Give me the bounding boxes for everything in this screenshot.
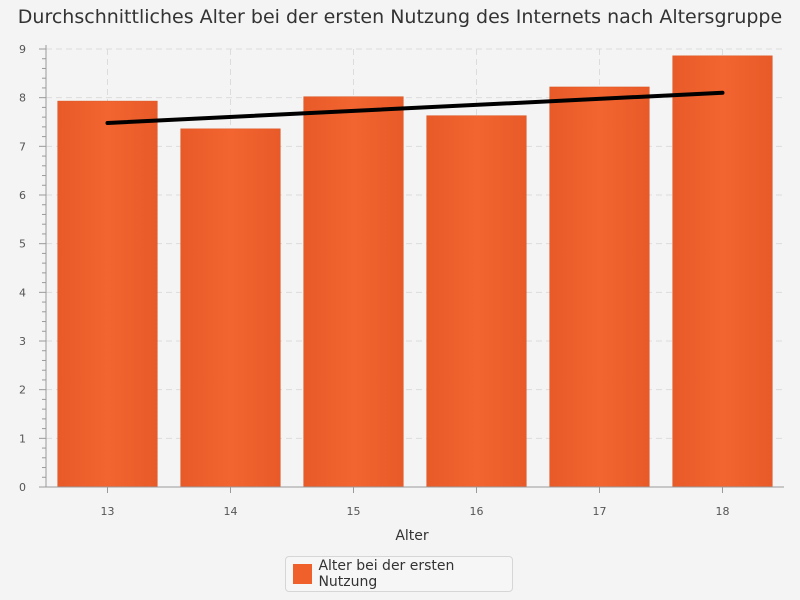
bar-14 xyxy=(180,128,281,488)
trend-line xyxy=(105,90,725,125)
bar-16 xyxy=(426,115,527,488)
x-axis-title: Alter xyxy=(395,528,429,544)
y-tick-label: 7 xyxy=(19,140,26,153)
x-tick-label: 15 xyxy=(347,505,361,518)
y-tick-label: 8 xyxy=(19,92,26,105)
bar-15 xyxy=(303,96,404,488)
y-tick-label: 0 xyxy=(19,481,26,494)
bar-17 xyxy=(549,86,650,488)
y-tick-label: 9 xyxy=(19,43,26,56)
bar-18 xyxy=(672,55,773,488)
y-tick-label: 3 xyxy=(19,335,26,348)
y-tick-label: 1 xyxy=(19,432,26,445)
y-tick-label: 6 xyxy=(19,189,26,202)
x-tick-label: 14 xyxy=(224,505,238,518)
chart-title: Durchschnittliches Alter bei der ersten … xyxy=(17,6,783,28)
x-tick-label: 16 xyxy=(470,505,484,518)
legend-label: Alter bei der ersten Nutzung xyxy=(318,558,455,590)
legend[interactable]: Alter bei der ersten Nutzung xyxy=(285,556,513,592)
x-tick-label: 13 xyxy=(101,505,115,518)
x-tick-label: 18 xyxy=(716,505,730,518)
legend-swatch xyxy=(293,564,313,584)
x-tick-label: 17 xyxy=(593,505,607,518)
y-tick-label: 5 xyxy=(19,238,26,251)
y-tick-label: 4 xyxy=(19,286,26,299)
y-tick-label: 2 xyxy=(19,384,26,397)
trend-line-group xyxy=(105,90,725,125)
axes: 0 1 2 3 4 5 6 7 8 9 13 14 15 16 17 18 xyxy=(19,43,784,518)
bar-13 xyxy=(57,100,158,488)
bars xyxy=(57,55,773,488)
